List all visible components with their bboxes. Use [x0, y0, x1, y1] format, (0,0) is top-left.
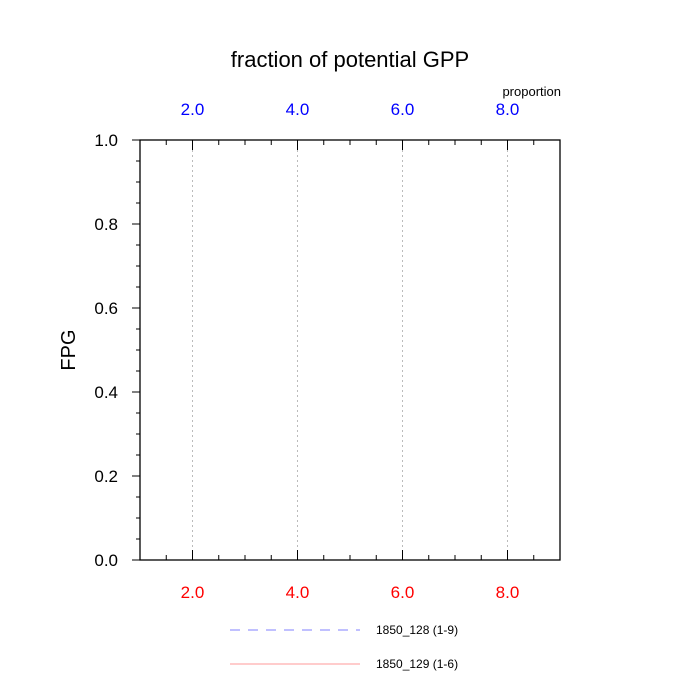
- grid-lines: [192, 140, 508, 560]
- y-tick-label: 0.6: [94, 299, 118, 318]
- y-tick-label: 0.8: [94, 215, 118, 234]
- tick-labels: 2.0 4.0 6.0 8.0 2.0 4.0 6.0 8.0 0.0 0.2 0.4 0.6 0.8 1…: [94, 100, 519, 602]
- y-axis-label: FPG: [58, 329, 80, 370]
- top-axis-label: proportion: [502, 84, 561, 99]
- x-tick-label-bottom: 6.0: [391, 583, 415, 602]
- x-tick-label-top: 2.0: [181, 100, 205, 119]
- x-tick-label-bottom: 2.0: [181, 583, 205, 602]
- legend-label: 1850_128 (1-9): [376, 623, 458, 637]
- legend: 1850_128 (1-9) 1850_129 (1-6): [230, 623, 458, 671]
- x-tick-label-top: 8.0: [496, 100, 520, 119]
- y-tick-label: 1.0: [94, 131, 118, 150]
- plot-frame: [139, 139, 561, 561]
- x-tick-label-bottom: 4.0: [286, 583, 310, 602]
- y-tick-label: 0.4: [94, 383, 118, 402]
- tick-marks: [132, 139, 561, 561]
- x-tick-label-top: 6.0: [391, 100, 415, 119]
- x-tick-label-bottom: 8.0: [496, 583, 520, 602]
- x-tick-label-top: 4.0: [286, 100, 310, 119]
- y-tick-label: 0.0: [94, 551, 118, 570]
- legend-label: 1850_129 (1-6): [376, 657, 458, 671]
- chart-title: fraction of potential GPP: [231, 47, 469, 72]
- y-tick-label: 0.2: [94, 467, 118, 486]
